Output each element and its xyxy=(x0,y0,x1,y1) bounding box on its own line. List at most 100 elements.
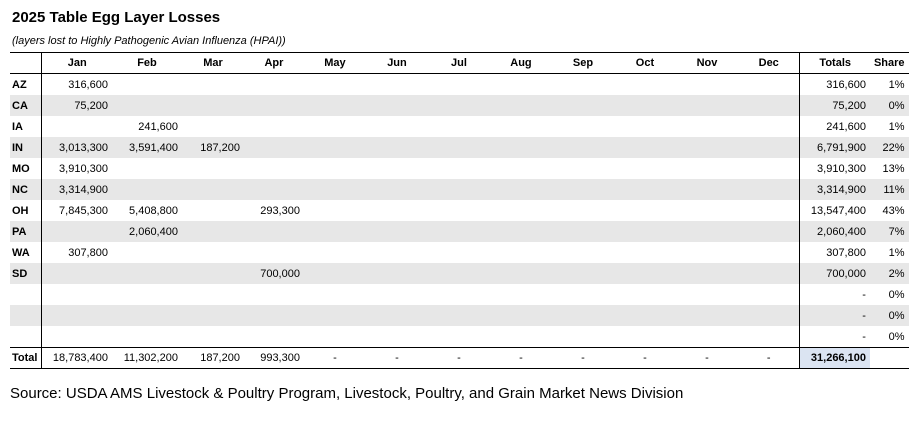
egg-layer-losses-table: Jan Feb Mar Apr May Jun Jul Aug Sep Oct Nov Dec Tota… xyxy=(10,52,909,369)
month-value-cell xyxy=(489,221,552,242)
header-row: Jan Feb Mar Apr May Jun Jul Aug Sep Oct Nov Dec Tota… xyxy=(10,52,909,74)
month-value-cell xyxy=(303,221,366,242)
month-value-cell: 700,000 xyxy=(243,263,304,284)
total-label: Total xyxy=(10,347,43,369)
row-total-cell: 3,314,900 xyxy=(799,179,870,200)
month-value-cell xyxy=(427,137,490,158)
header-month: Jul xyxy=(427,52,490,74)
row-share-cell: 1% xyxy=(888,78,905,91)
month-value-cell xyxy=(243,137,304,158)
month-value-cell xyxy=(613,305,676,326)
month-value-cell xyxy=(244,116,304,137)
row-total-cell: - xyxy=(799,305,870,326)
month-value-cell: 316,600 xyxy=(68,78,108,91)
month-value-cell xyxy=(738,242,800,263)
state-cell: SD xyxy=(10,263,43,284)
state-cell: CA xyxy=(10,95,43,116)
month-value-cell xyxy=(738,158,800,179)
month-value-cell xyxy=(552,158,614,179)
row-total-cell: 3,910,300 xyxy=(799,158,870,179)
month-value-cell xyxy=(428,284,490,305)
month-value-cell xyxy=(182,116,244,137)
table-row: OH 7,845,300 5,408,800 293,300 13,547,400 43% xyxy=(10,200,909,221)
row-share-cell: 1% xyxy=(888,246,905,259)
month-value-cell xyxy=(181,221,244,242)
month-value-cell xyxy=(489,179,552,200)
row-total-cell: - xyxy=(799,326,870,348)
month-value-cell xyxy=(551,137,614,158)
table-title: 2025 Table Egg Layer Losses xyxy=(12,9,221,26)
month-value-cell: 187,200 xyxy=(181,137,244,158)
state-cell: PA xyxy=(10,221,43,242)
month-total-cell: - xyxy=(303,347,366,369)
month-value-cell xyxy=(738,116,800,137)
month-value-cell xyxy=(427,305,490,326)
month-value-cell: 5,408,800 xyxy=(129,204,178,217)
month-value-cell xyxy=(428,242,490,263)
month-value-cell xyxy=(490,116,552,137)
month-value-cell xyxy=(366,200,428,221)
month-value-cell xyxy=(551,179,614,200)
month-value-cell xyxy=(303,95,366,116)
month-value-cell: 293,300 xyxy=(260,204,300,217)
table-row: - 0% xyxy=(10,326,909,348)
month-value-cell xyxy=(614,116,676,137)
month-value-cell xyxy=(41,305,112,326)
row-total-cell: 316,600 xyxy=(799,73,870,95)
header-month: May xyxy=(303,52,366,74)
month-value-cell xyxy=(551,305,614,326)
month-value-cell xyxy=(614,74,676,96)
header-month: Mar xyxy=(181,52,244,74)
row-share-cell: 43% xyxy=(882,204,905,217)
month-value-cell: 241,600 xyxy=(138,120,178,133)
month-value-cell xyxy=(613,221,676,242)
month-value-cell xyxy=(366,284,428,305)
header-month: Apr xyxy=(243,52,304,74)
header-month: Dec xyxy=(737,52,800,74)
table-row: WA 307,800 307,800 1% xyxy=(10,242,909,263)
state-cell: OH xyxy=(10,200,43,221)
month-value-cell xyxy=(490,284,552,305)
month-value-cell: 75,200 xyxy=(41,95,112,116)
row-total-cell: 2,060,400 xyxy=(799,221,870,242)
table-subtitle: (layers lost to Highly Pathogenic Avian … xyxy=(12,35,286,47)
month-value-cell xyxy=(182,284,244,305)
month-value-cell xyxy=(244,158,304,179)
month-value-cell xyxy=(182,326,244,348)
month-value-cell xyxy=(737,179,800,200)
month-value-cell xyxy=(737,305,800,326)
month-value-cell: 307,800 xyxy=(68,246,108,259)
month-value-cell xyxy=(244,74,304,96)
month-total-cell: - xyxy=(737,347,800,369)
month-value-cell xyxy=(365,179,428,200)
month-value-cell xyxy=(112,284,182,305)
month-value-cell xyxy=(112,74,182,96)
month-value-cell xyxy=(737,137,800,158)
month-value-cell xyxy=(614,200,676,221)
month-value-cell xyxy=(552,74,614,96)
month-value-cell xyxy=(551,95,614,116)
header-month: Aug xyxy=(489,52,552,74)
month-value-cell xyxy=(614,158,676,179)
month-value-cell xyxy=(181,305,244,326)
month-value-cell xyxy=(366,242,428,263)
row-share-cell: 13% xyxy=(882,162,905,175)
month-value-cell xyxy=(42,116,112,137)
month-value-cell xyxy=(365,137,428,158)
table-row: IA 241,600 241,600 1% xyxy=(10,116,909,137)
row-total-cell: 75,200 xyxy=(799,95,870,116)
row-total-cell: 6,791,900 xyxy=(799,137,870,158)
month-value-cell xyxy=(428,200,490,221)
month-value-cell xyxy=(613,137,676,158)
month-value-cell xyxy=(41,263,112,284)
month-value-cell xyxy=(244,242,304,263)
grand-total-cell: 31,266,100 xyxy=(799,347,870,369)
month-value-cell xyxy=(489,137,552,158)
month-value-cell xyxy=(428,74,490,96)
state-cell xyxy=(10,305,43,326)
month-value-cell xyxy=(676,158,738,179)
header-month: Feb xyxy=(111,52,182,74)
month-value-cell xyxy=(303,263,366,284)
state-cell xyxy=(10,326,43,348)
month-value-cell xyxy=(613,179,676,200)
